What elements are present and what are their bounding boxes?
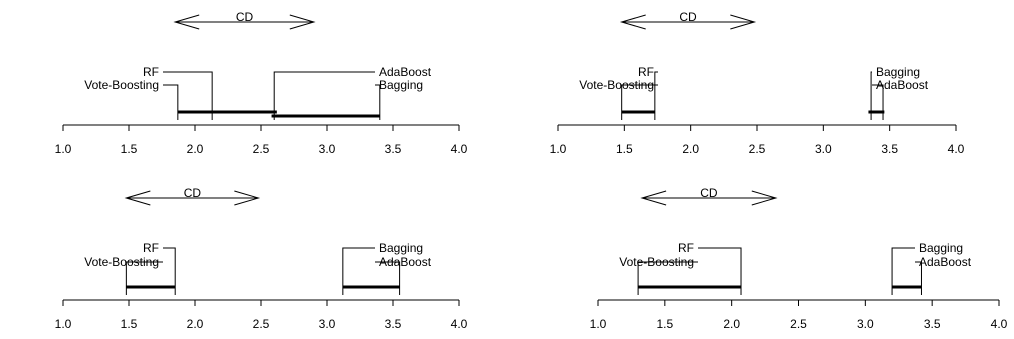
tick-label: 2.5 (253, 317, 270, 331)
tick-label: 3.0 (319, 317, 336, 331)
tick-label: 3.5 (881, 142, 898, 156)
tick-label: 1.5 (656, 317, 673, 331)
method-label: RF (678, 241, 694, 255)
method-label: RF (143, 65, 159, 79)
method-label: AdaBoost (919, 255, 972, 269)
method-label: Vote-Boosting (619, 255, 694, 269)
method-connector (870, 71, 872, 120)
method-label: Bagging (379, 241, 423, 255)
method-connector (375, 84, 381, 120)
method-connector (163, 247, 176, 295)
tick-label: 4.0 (948, 142, 965, 156)
method-connector (637, 261, 698, 295)
method-label: AdaBoost (379, 255, 432, 269)
tick-label: 1.0 (550, 142, 567, 156)
tick-label: 3.0 (815, 142, 832, 156)
method-connector (375, 261, 401, 295)
method-connector (915, 261, 922, 295)
method-label: Vote-Boosting (84, 255, 159, 269)
method-label: RF (638, 65, 654, 79)
tick-label: 3.5 (385, 142, 402, 156)
tick-label: 1.5 (121, 317, 138, 331)
tick-label: 2.0 (187, 317, 204, 331)
method-label: Vote-Boosting (579, 78, 654, 92)
cd-arrow-head-left (640, 190, 667, 206)
method-connector (891, 247, 915, 295)
cd-label: CD (700, 186, 718, 200)
cd-arrow-head-right (751, 190, 778, 206)
tick-label: 2.0 (187, 142, 204, 156)
method-label: AdaBoost (379, 65, 432, 79)
method-connector (125, 261, 163, 295)
cd-arrow-head-left (619, 14, 646, 30)
method-connector (872, 84, 884, 120)
tick-label: 1.0 (55, 142, 72, 156)
cd-label: CD (679, 10, 697, 24)
cd-arrow-head-left (173, 14, 200, 30)
method-label: Vote-Boosting (84, 78, 159, 92)
tick-label: 3.0 (857, 317, 874, 331)
method-connector (698, 247, 742, 295)
tick-label: 1.5 (616, 142, 633, 156)
tick-label: 4.0 (451, 317, 468, 331)
tick-label: 1.0 (590, 317, 607, 331)
cd-arrow-head-left (124, 190, 151, 206)
tick-label: 2.5 (749, 142, 766, 156)
method-label: Bagging (876, 65, 920, 79)
tick-label: 2.0 (682, 142, 699, 156)
tick-label: 2.0 (723, 317, 740, 331)
tick-label: 3.5 (385, 317, 402, 331)
cd-label: CD (184, 186, 202, 200)
tick-label: 1.5 (121, 142, 138, 156)
method-connector (163, 84, 179, 120)
tick-label: 2.5 (790, 317, 807, 331)
cd-arrow-head-right (730, 14, 757, 30)
method-label: AdaBoost (876, 78, 929, 92)
cd-arrow-head-right (234, 190, 261, 206)
tick-label: 4.0 (451, 142, 468, 156)
cd-label: CD (236, 10, 254, 24)
method-label: Bagging (379, 78, 423, 92)
method-connector (654, 71, 658, 120)
tick-label: 1.0 (55, 317, 72, 331)
tick-label: 3.5 (924, 317, 941, 331)
tick-label: 2.5 (253, 142, 270, 156)
method-label: Bagging (919, 241, 963, 255)
tick-label: 3.0 (319, 142, 336, 156)
method-label: RF (143, 241, 159, 255)
method-connector (621, 84, 658, 120)
cd-arrow-head-right (289, 14, 316, 30)
method-connector (273, 71, 375, 120)
tick-label: 4.0 (991, 317, 1008, 331)
method-connector (342, 247, 375, 295)
method-connector (163, 71, 213, 120)
